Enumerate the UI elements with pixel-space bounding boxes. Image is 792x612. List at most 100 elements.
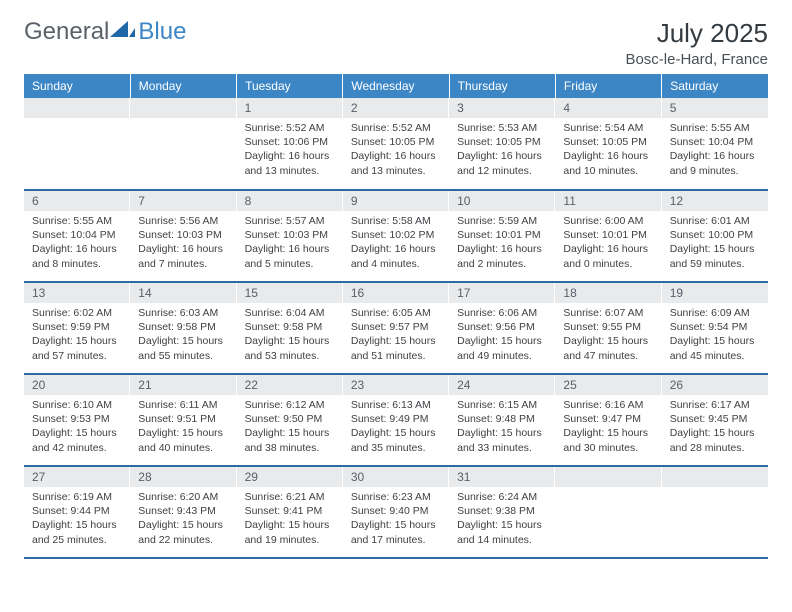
- day-body: Sunrise: 5:57 AMSunset: 10:03 PMDaylight…: [237, 211, 343, 277]
- weekday-header-row: SundayMondayTuesdayWednesdayThursdayFrid…: [24, 74, 768, 98]
- day-body: Sunrise: 5:53 AMSunset: 10:05 PMDaylight…: [449, 118, 555, 184]
- day-body: Sunrise: 6:03 AMSunset: 9:58 PMDaylight:…: [130, 303, 236, 369]
- day-body: Sunrise: 5:59 AMSunset: 10:01 PMDaylight…: [449, 211, 555, 277]
- calendar-cell: 28Sunrise: 6:20 AMSunset: 9:43 PMDayligh…: [130, 466, 236, 558]
- day-number: 3: [449, 98, 555, 118]
- day-body: Sunrise: 6:13 AMSunset: 9:49 PMDaylight:…: [343, 395, 449, 461]
- day-body: Sunrise: 6:04 AMSunset: 9:58 PMDaylight:…: [237, 303, 343, 369]
- day-number: 25: [555, 375, 661, 395]
- calendar-cell: 19Sunrise: 6:09 AMSunset: 9:54 PMDayligh…: [662, 282, 768, 374]
- brand-part1: General: [24, 18, 109, 46]
- calendar-cell: 21Sunrise: 6:11 AMSunset: 9:51 PMDayligh…: [130, 374, 236, 466]
- calendar-cell: 22Sunrise: 6:12 AMSunset: 9:50 PMDayligh…: [237, 374, 343, 466]
- calendar-cell: 24Sunrise: 6:15 AMSunset: 9:48 PMDayligh…: [449, 374, 555, 466]
- calendar-cell-empty: [662, 466, 768, 558]
- weekday-header: Tuesday: [237, 74, 343, 98]
- day-body: Sunrise: 5:58 AMSunset: 10:02 PMDaylight…: [343, 211, 449, 277]
- day-body: Sunrise: 6:24 AMSunset: 9:38 PMDaylight:…: [449, 487, 555, 553]
- day-body: Sunrise: 6:23 AMSunset: 9:40 PMDaylight:…: [343, 487, 449, 553]
- day-number: 19: [662, 283, 768, 303]
- day-body: Sunrise: 6:17 AMSunset: 9:45 PMDaylight:…: [662, 395, 768, 461]
- day-body: Sunrise: 6:21 AMSunset: 9:41 PMDaylight:…: [237, 487, 343, 553]
- day-number: 10: [449, 191, 555, 211]
- day-number: 8: [237, 191, 343, 211]
- calendar-cell: 27Sunrise: 6:19 AMSunset: 9:44 PMDayligh…: [24, 466, 130, 558]
- day-number: 20: [24, 375, 130, 395]
- calendar-cell: 18Sunrise: 6:07 AMSunset: 9:55 PMDayligh…: [555, 282, 661, 374]
- calendar-row: 6Sunrise: 5:55 AMSunset: 10:04 PMDayligh…: [24, 190, 768, 282]
- calendar-table: SundayMondayTuesdayWednesdayThursdayFrid…: [24, 74, 768, 559]
- day-number: 22: [237, 375, 343, 395]
- day-number: 15: [237, 283, 343, 303]
- day-body: [130, 118, 236, 178]
- day-body: Sunrise: 6:11 AMSunset: 9:51 PMDaylight:…: [130, 395, 236, 461]
- day-body: Sunrise: 5:52 AMSunset: 10:05 PMDaylight…: [343, 118, 449, 184]
- day-number: 14: [130, 283, 236, 303]
- calendar-cell: 12Sunrise: 6:01 AMSunset: 10:00 PMDaylig…: [662, 190, 768, 282]
- month-title: July 2025: [625, 18, 768, 49]
- calendar-cell: 7Sunrise: 5:56 AMSunset: 10:03 PMDayligh…: [130, 190, 236, 282]
- calendar-cell: 30Sunrise: 6:23 AMSunset: 9:40 PMDayligh…: [343, 466, 449, 558]
- day-body: Sunrise: 6:06 AMSunset: 9:56 PMDaylight:…: [449, 303, 555, 369]
- weekday-header: Friday: [555, 74, 661, 98]
- calendar-body: 1Sunrise: 5:52 AMSunset: 10:06 PMDayligh…: [24, 98, 768, 558]
- day-body: Sunrise: 6:10 AMSunset: 9:53 PMDaylight:…: [24, 395, 130, 461]
- day-number: 4: [555, 98, 661, 118]
- day-body: Sunrise: 6:16 AMSunset: 9:47 PMDaylight:…: [555, 395, 661, 461]
- day-number: 29: [237, 467, 343, 487]
- weekday-header: Monday: [130, 74, 236, 98]
- day-number: 16: [343, 283, 449, 303]
- title-block: July 2025 Bosc-le-Hard, France: [625, 18, 768, 68]
- calendar-cell: 6Sunrise: 5:55 AMSunset: 10:04 PMDayligh…: [24, 190, 130, 282]
- calendar-cell: 26Sunrise: 6:17 AMSunset: 9:45 PMDayligh…: [662, 374, 768, 466]
- day-body: Sunrise: 6:09 AMSunset: 9:54 PMDaylight:…: [662, 303, 768, 369]
- calendar-cell: 2Sunrise: 5:52 AMSunset: 10:05 PMDayligh…: [343, 98, 449, 190]
- day-number: 6: [24, 191, 130, 211]
- calendar-row: 20Sunrise: 6:10 AMSunset: 9:53 PMDayligh…: [24, 374, 768, 466]
- day-number: 17: [449, 283, 555, 303]
- day-number: 27: [24, 467, 130, 487]
- calendar-cell: 13Sunrise: 6:02 AMSunset: 9:59 PMDayligh…: [24, 282, 130, 374]
- calendar-cell-empty: [130, 98, 236, 190]
- weekday-header: Saturday: [662, 74, 768, 98]
- calendar-cell: 20Sunrise: 6:10 AMSunset: 9:53 PMDayligh…: [24, 374, 130, 466]
- calendar-cell: 23Sunrise: 6:13 AMSunset: 9:49 PMDayligh…: [343, 374, 449, 466]
- calendar-cell-empty: [555, 466, 661, 558]
- day-number: 26: [662, 375, 768, 395]
- calendar-cell: 9Sunrise: 5:58 AMSunset: 10:02 PMDayligh…: [343, 190, 449, 282]
- weekday-header: Wednesday: [343, 74, 449, 98]
- day-body: Sunrise: 6:01 AMSunset: 10:00 PMDaylight…: [662, 211, 768, 277]
- day-body: [555, 487, 661, 547]
- day-body: Sunrise: 5:54 AMSunset: 10:05 PMDaylight…: [555, 118, 661, 184]
- weekday-header: Sunday: [24, 74, 130, 98]
- day-number: 2: [343, 98, 449, 118]
- day-body: Sunrise: 6:19 AMSunset: 9:44 PMDaylight:…: [24, 487, 130, 553]
- brand-logo-icon: [109, 18, 138, 46]
- day-body: Sunrise: 5:52 AMSunset: 10:06 PMDaylight…: [237, 118, 343, 184]
- day-number: 11: [555, 191, 661, 211]
- day-number: 24: [449, 375, 555, 395]
- day-number: 31: [449, 467, 555, 487]
- calendar-row: 13Sunrise: 6:02 AMSunset: 9:59 PMDayligh…: [24, 282, 768, 374]
- weekday-header: Thursday: [449, 74, 555, 98]
- day-number: [130, 98, 236, 118]
- calendar-cell: 16Sunrise: 6:05 AMSunset: 9:57 PMDayligh…: [343, 282, 449, 374]
- brand-logo: General Blue: [24, 18, 186, 46]
- day-number: 9: [343, 191, 449, 211]
- day-number: 7: [130, 191, 236, 211]
- day-body: Sunrise: 6:05 AMSunset: 9:57 PMDaylight:…: [343, 303, 449, 369]
- day-number: [24, 98, 130, 118]
- calendar-cell: 25Sunrise: 6:16 AMSunset: 9:47 PMDayligh…: [555, 374, 661, 466]
- day-body: Sunrise: 6:02 AMSunset: 9:59 PMDaylight:…: [24, 303, 130, 369]
- location: Bosc-le-Hard, France: [625, 51, 768, 68]
- day-number: 23: [343, 375, 449, 395]
- calendar-cell: 11Sunrise: 6:00 AMSunset: 10:01 PMDaylig…: [555, 190, 661, 282]
- calendar-cell: 4Sunrise: 5:54 AMSunset: 10:05 PMDayligh…: [555, 98, 661, 190]
- calendar-cell: 3Sunrise: 5:53 AMSunset: 10:05 PMDayligh…: [449, 98, 555, 190]
- day-body: Sunrise: 6:20 AMSunset: 9:43 PMDaylight:…: [130, 487, 236, 553]
- calendar-cell: 8Sunrise: 5:57 AMSunset: 10:03 PMDayligh…: [237, 190, 343, 282]
- calendar-cell-empty: [24, 98, 130, 190]
- calendar-cell: 29Sunrise: 6:21 AMSunset: 9:41 PMDayligh…: [237, 466, 343, 558]
- calendar-cell: 15Sunrise: 6:04 AMSunset: 9:58 PMDayligh…: [237, 282, 343, 374]
- calendar-cell: 5Sunrise: 5:55 AMSunset: 10:04 PMDayligh…: [662, 98, 768, 190]
